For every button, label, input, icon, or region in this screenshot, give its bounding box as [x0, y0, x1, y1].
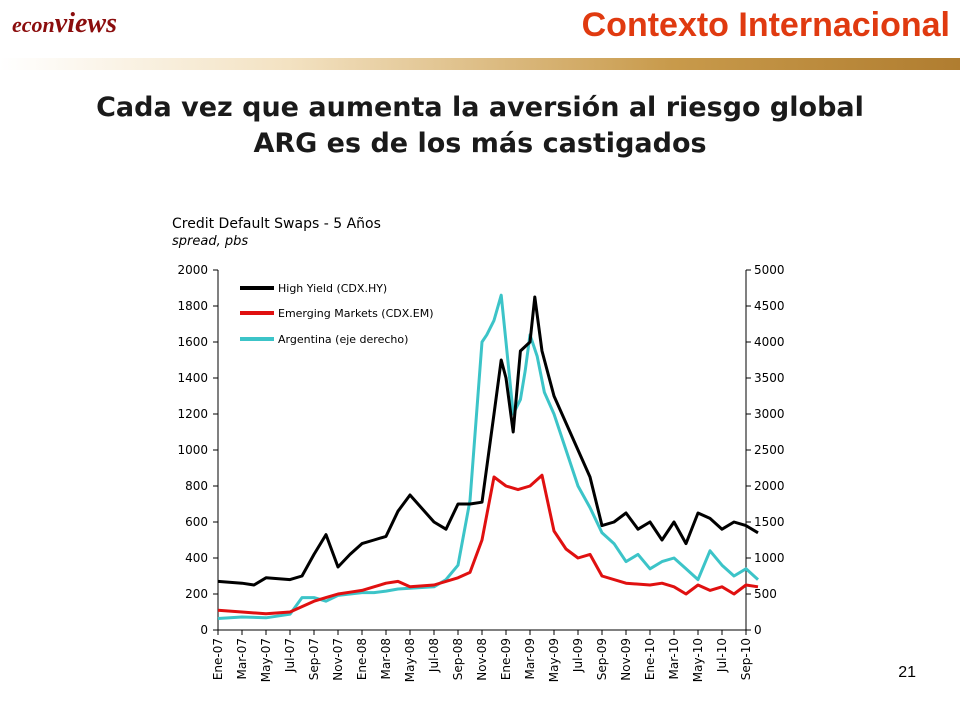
x-tick-label: Mar-08 — [379, 638, 393, 679]
right-y-tick-label: 0 — [754, 623, 762, 637]
x-tick-label: Nov-08 — [475, 638, 489, 681]
left-y-tick-label: 600 — [185, 515, 208, 529]
section-title: Contexto Internacional — [581, 6, 950, 44]
legend-label: Emerging Markets (CDX.EM) — [278, 307, 434, 320]
page-number: 21 — [898, 664, 916, 681]
left-y-tick-label: 400 — [185, 551, 208, 565]
left-y-tick-label: 2000 — [177, 263, 208, 277]
x-tick-label: Sep-08 — [451, 638, 465, 680]
right-y-tick-label: 4000 — [754, 335, 785, 349]
right-y-tick-label: 5000 — [754, 263, 785, 277]
series-line-high-yield — [217, 295, 759, 587]
series-line-emerging-markets — [217, 473, 759, 616]
left-y-tick-label: 1200 — [177, 407, 208, 421]
left-y-tick-label: 200 — [185, 587, 208, 601]
slide-title-line-2: ARG es de los más castigados — [253, 128, 707, 159]
x-tick-label: Mar-10 — [667, 638, 681, 679]
x-tick-label: Ene-09 — [499, 638, 513, 680]
slide-title-line-1: Cada vez que aumenta la aversión al ries… — [96, 92, 864, 123]
x-tick-label: Sep-09 — [595, 638, 609, 680]
left-y-tick-label: 1800 — [177, 299, 208, 313]
slide-title: Cada vez que aumenta la aversión al ries… — [0, 90, 960, 162]
legend-label: High Yield (CDX.HY) — [278, 282, 387, 295]
left-y-tick-label: 0 — [200, 623, 208, 637]
left-y-tick-label: 1600 — [177, 335, 208, 349]
x-tick-label: Jul-08 — [427, 638, 441, 673]
header-divider-bar — [0, 58, 960, 70]
x-tick-label: May-10 — [691, 638, 705, 682]
x-tick-label: Jul-10 — [715, 638, 729, 673]
right-y-tick-label: 2000 — [754, 479, 785, 493]
right-y-tick-label: 3000 — [754, 407, 785, 421]
x-tick-label: May-08 — [403, 638, 417, 682]
right-y-tick-label: 1000 — [754, 551, 785, 565]
x-tick-label: Sep-10 — [739, 638, 753, 680]
x-tick-label: May-09 — [547, 638, 561, 682]
x-tick-label: Jul-09 — [571, 638, 585, 673]
series-line-argentina — [217, 293, 760, 620]
x-tick-label: Nov-07 — [331, 638, 345, 681]
x-tick-label: Mar-09 — [523, 638, 537, 679]
x-tick-label: May-07 — [259, 638, 273, 682]
x-tick-label: Sep-07 — [307, 638, 321, 680]
left-y-tick-label: 1400 — [177, 371, 208, 385]
x-tick-label: Jul-07 — [283, 638, 297, 673]
right-y-tick-label: 4500 — [754, 299, 785, 313]
econviews-logo: econviews — [12, 8, 117, 39]
chart-title: Credit Default Swaps - 5 Años — [172, 216, 381, 232]
legend-label: Argentina (eje derecho) — [278, 333, 408, 346]
right-y-tick-label: 500 — [754, 587, 777, 601]
x-tick-label: Ene-10 — [643, 638, 657, 680]
chart-subtitle: spread, pbs — [172, 234, 248, 249]
left-y-tick-label: 800 — [185, 479, 208, 493]
x-tick-label: Nov-09 — [619, 638, 633, 681]
right-y-tick-label: 1500 — [754, 515, 785, 529]
left-y-tick-label: 1000 — [177, 443, 208, 457]
x-tick-label: Ene-07 — [211, 638, 225, 680]
x-tick-label: Mar-07 — [235, 638, 249, 679]
x-tick-label: Ene-08 — [355, 638, 369, 680]
right-y-tick-label: 3500 — [754, 371, 785, 385]
right-y-tick-label: 2500 — [754, 443, 785, 457]
